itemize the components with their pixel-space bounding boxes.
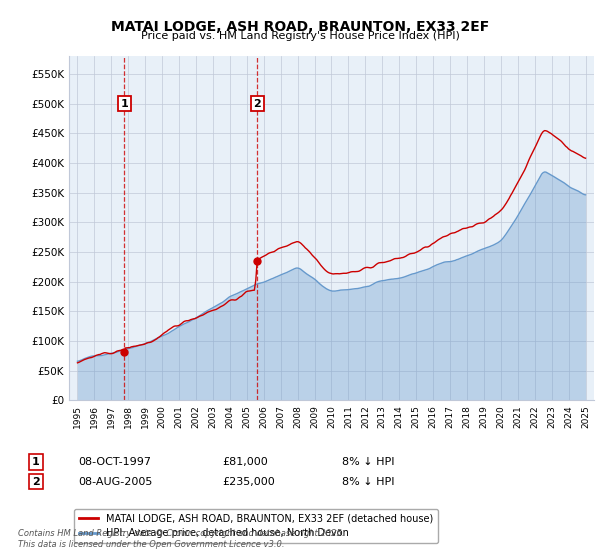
Text: MATAI LODGE, ASH ROAD, BRAUNTON, EX33 2EF: MATAI LODGE, ASH ROAD, BRAUNTON, EX33 2E… xyxy=(111,20,489,34)
Text: 1: 1 xyxy=(32,457,40,467)
Text: 08-OCT-1997: 08-OCT-1997 xyxy=(78,457,151,467)
Text: 8% ↓ HPI: 8% ↓ HPI xyxy=(342,457,395,467)
Text: 8% ↓ HPI: 8% ↓ HPI xyxy=(342,477,395,487)
Text: 1: 1 xyxy=(120,99,128,109)
Text: Price paid vs. HM Land Registry's House Price Index (HPI): Price paid vs. HM Land Registry's House … xyxy=(140,31,460,41)
Text: 2: 2 xyxy=(32,477,40,487)
Text: £235,000: £235,000 xyxy=(222,477,275,487)
Text: £81,000: £81,000 xyxy=(222,457,268,467)
Text: 08-AUG-2005: 08-AUG-2005 xyxy=(78,477,152,487)
Legend: MATAI LODGE, ASH ROAD, BRAUNTON, EX33 2EF (detached house), HPI: Average price, : MATAI LODGE, ASH ROAD, BRAUNTON, EX33 2E… xyxy=(74,508,438,543)
Text: Contains HM Land Registry data © Crown copyright and database right 2025.
This d: Contains HM Land Registry data © Crown c… xyxy=(18,529,344,549)
Text: 2: 2 xyxy=(253,99,261,109)
